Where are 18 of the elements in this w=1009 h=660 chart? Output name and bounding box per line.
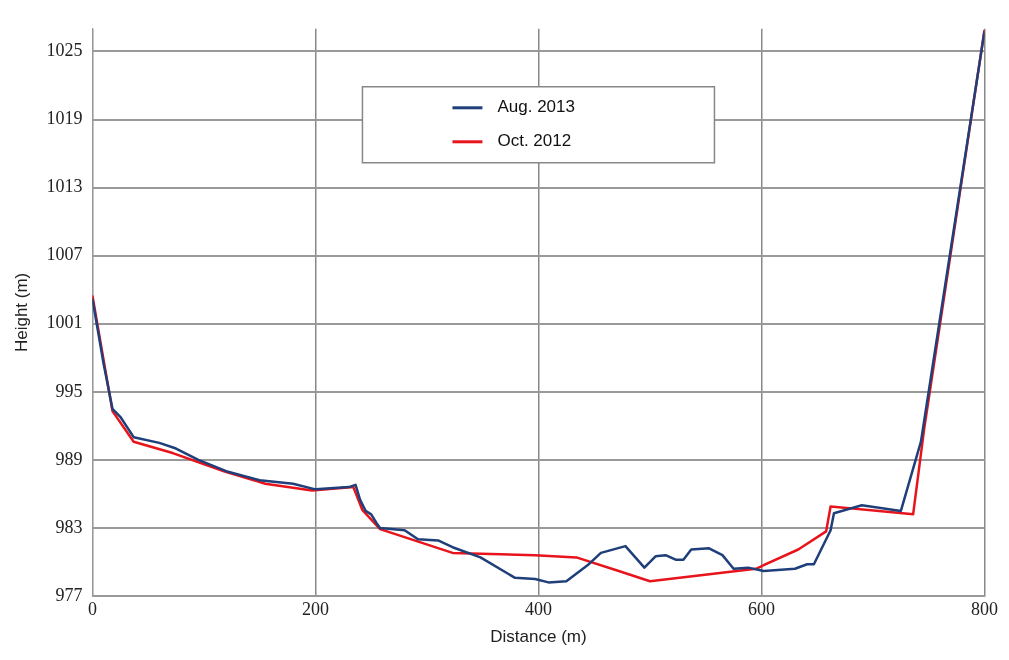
x-tick-label: 600 — [747, 598, 775, 619]
y-tick-label: 983 — [55, 516, 83, 537]
legend-label: Aug. 2013 — [497, 97, 575, 117]
y-tick-label: 1013 — [46, 176, 83, 197]
y-axis-title: Height (m) — [11, 272, 31, 353]
y-tick-label: 977 — [55, 584, 83, 605]
x-tick-label: 400 — [524, 598, 552, 619]
y-tick-label: 1019 — [46, 108, 83, 129]
x-axis-title: Distance (m) — [490, 627, 587, 647]
y-tick-label: 989 — [55, 448, 83, 469]
legend-label: Oct. 2012 — [497, 131, 572, 151]
y-tick-label: 1007 — [46, 244, 83, 265]
x-tick-label: 200 — [301, 598, 329, 619]
y-tick-label: 995 — [55, 380, 83, 401]
y-tick-label: 1001 — [46, 312, 83, 333]
x-tick-label: 0 — [87, 598, 97, 619]
x-tick-label: 800 — [971, 598, 998, 619]
y-tick-label: 1025 — [46, 40, 83, 61]
